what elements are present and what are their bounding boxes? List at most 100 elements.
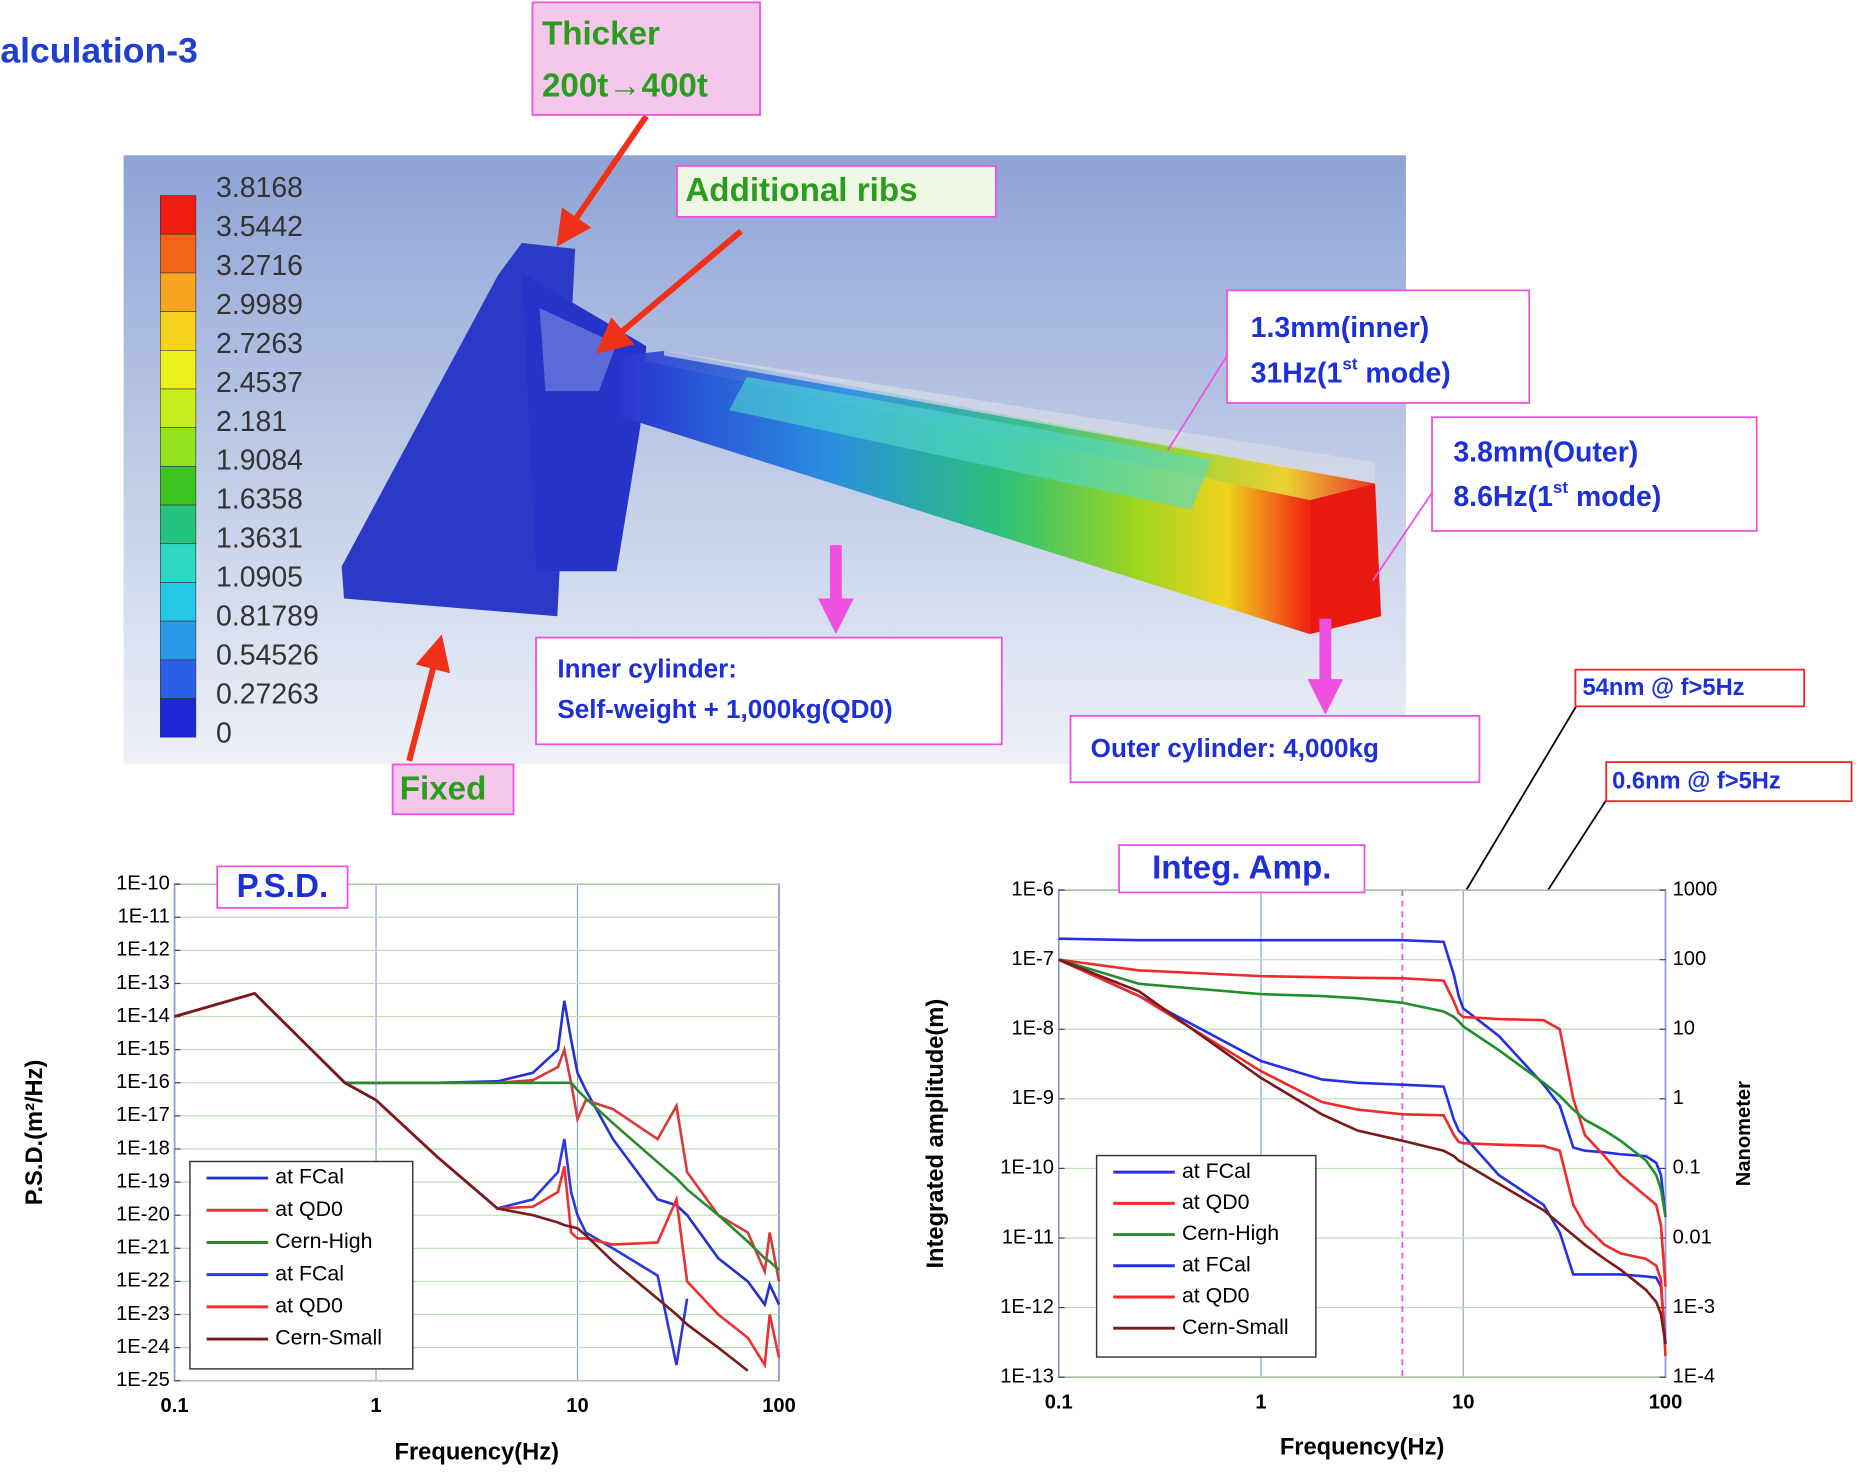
callout-text: Fixed (400, 770, 487, 807)
colorbar-label: 3.8168 (216, 172, 303, 204)
colorbar-label: 0.27263 (216, 678, 319, 710)
x-tick-label: 0.1 (161, 1395, 189, 1417)
callout-text: Additional ribs (685, 172, 917, 209)
y-tick-label: 1E-24 (116, 1336, 170, 1358)
x-tick-label: 10 (1452, 1392, 1474, 1414)
x-tick-label: 10 (566, 1395, 588, 1417)
y-tick-label: 1E-11 (118, 906, 170, 928)
colorbar-label: 0.54526 (216, 639, 319, 671)
y2-tick-label: 0.1 (1673, 1157, 1701, 1179)
y-tick-label: 1E-14 (116, 1005, 170, 1027)
callout-text: 54nm @ f>5Hz (1583, 675, 1745, 701)
y-tick-label: 1E-13 (1000, 1365, 1054, 1387)
x-axis-label: Frequency(Hz) (1280, 1435, 1445, 1461)
colorbar-label: 0.81789 (216, 601, 319, 633)
chart-title: Integ. Amp. (1152, 850, 1331, 887)
slide-title: alculation-3 (0, 31, 198, 71)
y-tick-label: 1E-7 (1011, 948, 1054, 970)
colorbar-swatch (160, 312, 196, 351)
x-tick-label: 1 (370, 1395, 381, 1417)
callout-text: 200t→400t (542, 67, 708, 104)
legend-label: at FCal (1182, 1252, 1251, 1276)
colorbar-label: 3.2716 (216, 250, 303, 282)
callout-text-part: mode) (1568, 480, 1661, 512)
colorbar-swatch (160, 621, 196, 660)
y-tick-label: 1E-16 (116, 1071, 170, 1093)
y-axis-label: P.S.D.(m²/Hz) (22, 1060, 48, 1206)
y-tick-label: 1E-9 (1011, 1087, 1054, 1109)
chart: 0.1 1 10 100 1E-10 1E-11 1E-12 1E-13 1E-14 1E-15 1… (22, 866, 796, 1465)
y-tick-label: 1E-23 (116, 1303, 170, 1325)
y-tick-label: 1E-10 (116, 872, 170, 894)
colorbar-label: 0 (216, 717, 232, 749)
colorbar-label: 2.9989 (216, 289, 303, 321)
y-tick-label: 1E-22 (116, 1270, 170, 1292)
callout-text-part: mode) (1358, 357, 1451, 389)
y-tick-label: 1E-11 (1002, 1226, 1054, 1248)
x-tick-label: 1 (1255, 1392, 1266, 1414)
y-tick-label: 1E-12 (116, 939, 170, 961)
x-tick-label: 100 (1649, 1392, 1683, 1414)
y-tick-label: 1E-6 (1011, 878, 1054, 900)
y-tick-label: 1E-18 (116, 1137, 170, 1159)
y-axis-label: Integrated amplitude(m) (923, 999, 949, 1269)
callout-box (1432, 417, 1757, 531)
y-tick-label: 1E-20 (116, 1204, 170, 1226)
chart-title: P.S.D. (237, 868, 329, 905)
superscript: st (1553, 477, 1568, 496)
colorbar-label: 2.181 (216, 406, 287, 438)
legend-label: Cern-Small (1182, 1315, 1289, 1339)
y-tick-label: 1E-10 (1000, 1157, 1054, 1179)
y2-tick-label: 1 (1673, 1087, 1684, 1109)
page-body: {"title":"alculation-3", "colorbar":{"la… (0, 0, 1859, 1472)
colorbar-label: 1.3631 (216, 523, 303, 555)
slide: alculation-3 3.8168 3.5442 3.2716 2.9989 2.7… (0, 0, 1859, 1472)
legend-label: at QD0 (275, 1197, 343, 1221)
colorbar-swatch (160, 389, 196, 428)
y2-axis-label: Nanometer (1733, 1081, 1755, 1186)
colorbar-label: 1.6358 (216, 484, 303, 516)
colorbar: 3.8168 3.5442 3.2716 2.9989 2.7263 2.4537 2.18… (160, 172, 319, 749)
colorbar-swatch (160, 428, 196, 467)
y2-tick-label: 10 (1673, 1018, 1695, 1040)
y2-tick-label: 1000 (1673, 878, 1718, 900)
callout-text: 1.3mm(inner) (1251, 312, 1430, 344)
colorbar-label: 2.4537 (216, 367, 303, 399)
y-tick-label: 1E-19 (116, 1170, 170, 1192)
colorbar-swatch (160, 273, 196, 312)
y-tick-label: 1E-17 (116, 1104, 170, 1126)
colorbar-swatch (160, 582, 196, 621)
legend-label: Cern-High (275, 1229, 372, 1253)
callout-text: 0.6nm @ f>5Hz (1612, 768, 1781, 794)
page: html,body{margin:0;padding:0;background:… (0, 0, 1859, 1472)
y2-tick-label: 100 (1673, 948, 1707, 970)
colorbar-swatch (160, 234, 196, 273)
callout-text-part: 8.6Hz(1 (1453, 480, 1553, 512)
superscript: st (1342, 354, 1357, 373)
callout-text: Outer cylinder: 4,000kg (1091, 733, 1379, 763)
y-tick-label: 1E-15 (116, 1038, 170, 1060)
x-axis-label: Frequency(Hz) (394, 1439, 559, 1465)
beam-end (1310, 484, 1381, 635)
colorbar-label: 3.5442 (216, 211, 303, 243)
legend-label: at FCal (275, 1165, 344, 1189)
y2-tick-label: 0.01 (1673, 1226, 1712, 1248)
legend-label: at FCal (275, 1261, 344, 1285)
colorbar-label: 1.9084 (216, 445, 303, 477)
callout-text: Thicker (542, 15, 660, 52)
colorbar-label: 1.0905 (216, 562, 303, 594)
legend-label: at QD0 (275, 1294, 343, 1318)
y-tick-label: 1E-21 (116, 1237, 170, 1259)
x-tick-label: 100 (762, 1395, 796, 1417)
y-tick-label: 1E-13 (116, 972, 170, 994)
legend-label: Cern-Small (275, 1326, 382, 1350)
callout-text: Inner cylinder: (557, 654, 737, 684)
colorbar-swatch (160, 698, 196, 737)
colorbar-label: 2.7263 (216, 328, 303, 360)
x-tick-label: 0.1 (1045, 1392, 1073, 1414)
legend-label: at QD0 (1182, 1190, 1250, 1214)
callout-text-part: 31Hz(1 (1251, 357, 1343, 389)
y-tick-label: 1E-25 (116, 1369, 170, 1391)
y-tick-label: 1E-8 (1011, 1018, 1054, 1040)
